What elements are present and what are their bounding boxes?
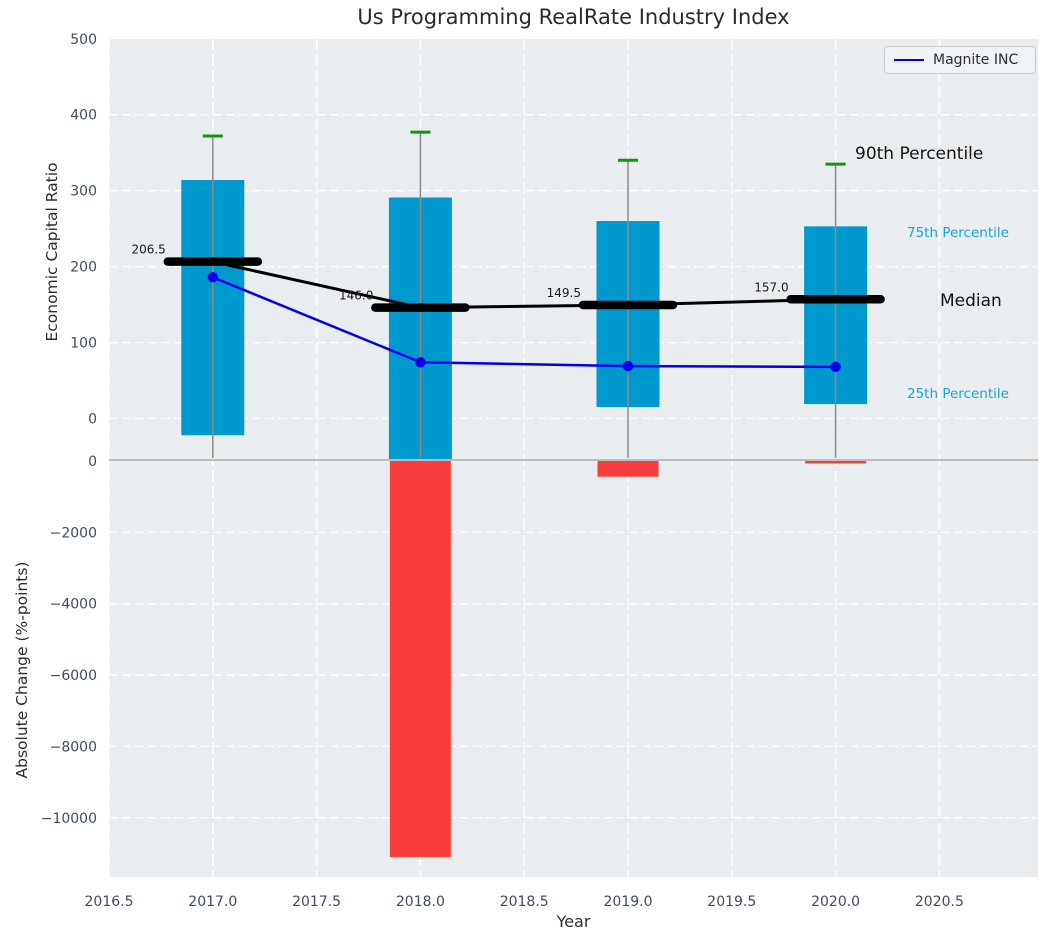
legend-label: Magnite INC [933,52,1018,68]
top-y-tick-label: 100 [70,336,97,352]
change-bar-2019 [598,461,659,477]
magnite-point-2017 [208,272,218,282]
annotation-median: Median [940,291,1002,311]
x-tick-label: 2016.5 [85,894,134,910]
x-tick-label: 2020.0 [811,894,860,910]
x-tick-label: 2020.5 [915,894,964,910]
figure: 206.5 146.0 149.5 157.0 0 100 200 300 400 500 0 −20… [0,0,1048,942]
magnite-point-2020 [830,362,840,372]
median-value-label-2017: 206.5 [131,243,165,257]
top-y-tick-label: 500 [70,32,97,48]
chart-title: Us Programming RealRate Industry Index [109,5,1038,29]
chart-canvas: 206.5 146.0 149.5 157.0 0 100 200 300 400 500 0 −20… [0,0,1048,942]
bottom-y-tick-label: −8000 [50,739,97,755]
top-y-axis-label: Economic Capital Ratio [43,162,61,341]
top-y-tick-label: 400 [70,108,97,124]
annotation-90th-percentile: 90th Percentile [855,144,983,164]
x-axis-label: Year [109,912,1038,931]
annotation-75th-percentile: 75th Percentile [907,225,1009,241]
bottom-y-tick-label: −4000 [50,597,97,613]
magnite-line-sample [894,59,924,62]
x-tick-label: 2017.0 [188,894,237,910]
change-bar-2020 [805,461,866,463]
bottom-y-axis-label: Absolute Change (%-points) [13,562,31,779]
bottom-y-tick-label: −10000 [41,811,97,827]
x-tick-label: 2018.0 [396,894,445,910]
top-y-tick-label: 300 [70,184,97,200]
magnite-point-2019 [623,361,633,371]
bottom-y-tick-label: −2000 [50,525,97,541]
bottom-y-tick-label: −6000 [50,668,97,684]
median-value-label-2019: 149.5 [547,286,581,300]
magnite-point-2018 [415,357,425,367]
x-tick-label: 2018.5 [500,894,549,910]
x-tick-label: 2019.5 [707,894,756,910]
change-bar-2018 [390,461,451,857]
annotation-25th-percentile: 25th Percentile [907,386,1009,402]
x-tick-label: 2017.5 [292,894,341,910]
x-tick-label: 2019.0 [604,894,653,910]
top-y-tick-label: 200 [70,260,97,276]
median-value-label-2018: 146.0 [339,289,373,303]
legend: Magnite INC [884,46,1036,74]
top-y-tick-label: 0 [88,412,97,428]
bottom-y-tick-label: 0 [88,454,97,470]
median-value-label-2020: 157.0 [754,280,788,294]
